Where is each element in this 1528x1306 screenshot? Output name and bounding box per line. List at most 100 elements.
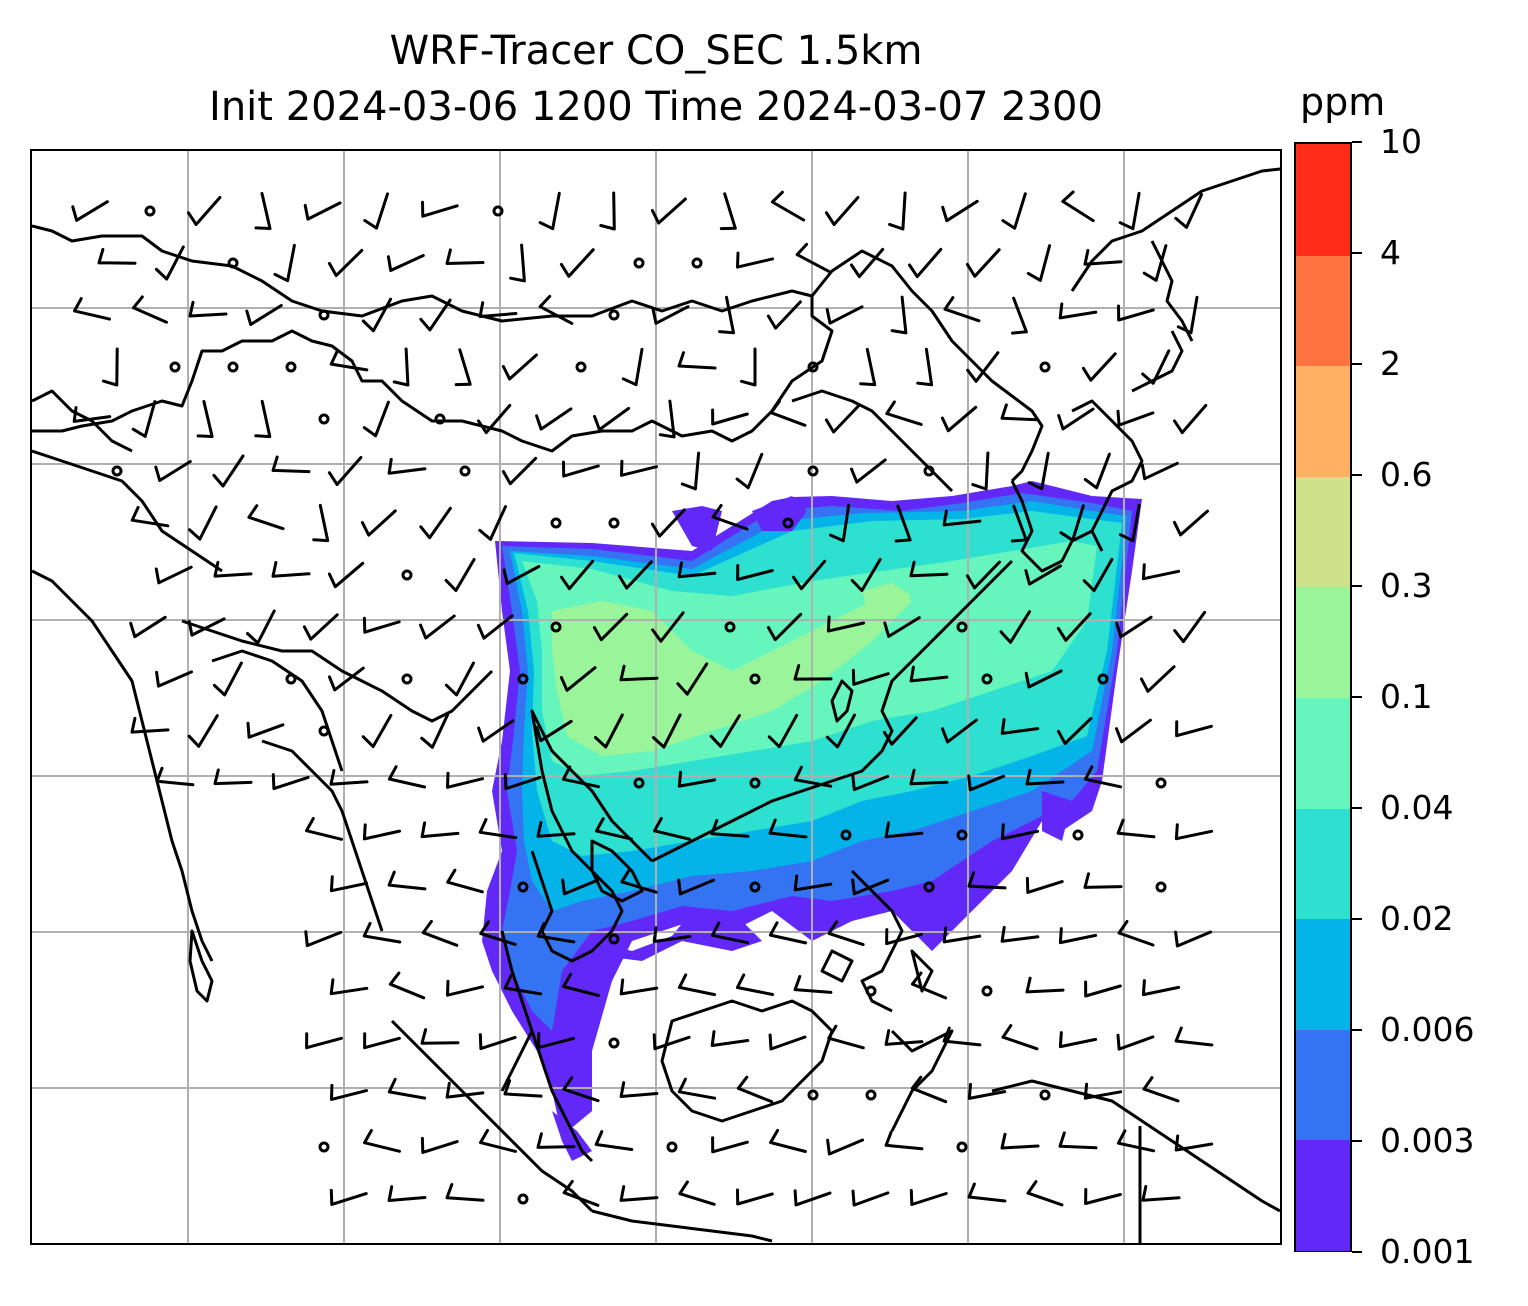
wind-barb	[1081, 352, 1117, 382]
wind-barb	[942, 926, 982, 944]
colorbar-segment	[1296, 807, 1350, 920]
wind-barb	[71, 200, 109, 222]
wind-barb	[1001, 192, 1027, 230]
wind-barb	[825, 305, 864, 325]
wind-barb	[562, 1179, 600, 1207]
wind-barb	[327, 248, 364, 278]
calm-wind-marker	[169, 361, 181, 373]
calm-wind-marker	[144, 205, 156, 217]
wind-barb	[503, 973, 543, 996]
colorbar-tick-label: 0.001	[1380, 1232, 1475, 1271]
wind-barb	[793, 1189, 832, 1207]
wind-barb	[1025, 976, 1065, 994]
wind-barb	[677, 878, 716, 896]
colorbar-tick	[1352, 1029, 1362, 1031]
wind-barb	[538, 294, 574, 325]
wind-barb	[254, 192, 272, 230]
wind-barb	[617, 560, 653, 590]
wind-barb	[130, 505, 170, 528]
wind-barb	[1024, 564, 1062, 586]
calm-wind-marker	[401, 673, 413, 685]
wind-barb	[446, 868, 484, 894]
wind-barb	[479, 1128, 517, 1153]
calm-wind-marker	[633, 777, 645, 789]
calm-wind-marker	[956, 1141, 968, 1153]
wind-barb	[561, 878, 600, 896]
wind-barb	[859, 347, 877, 387]
calm-wind-marker	[111, 465, 123, 477]
wind-barb	[709, 714, 741, 748]
calm-wind-marker	[1155, 881, 1167, 893]
wind-barb	[767, 713, 799, 749]
wind-barb	[942, 509, 982, 527]
wind-barb	[420, 1028, 460, 1045]
wind-barb	[419, 506, 452, 540]
colorbar-tick	[1352, 252, 1362, 254]
wind-barb	[363, 192, 389, 230]
wind-barb	[420, 713, 450, 749]
wind-barb	[213, 768, 253, 786]
wind-barb	[824, 404, 860, 434]
wind-barb	[883, 616, 921, 638]
colorbar	[1294, 142, 1352, 1252]
wind-barb	[1140, 461, 1179, 481]
wind-barb	[1057, 407, 1095, 431]
calm-wind-marker	[749, 881, 761, 893]
wind-barb	[652, 926, 692, 943]
wind-barb	[305, 1032, 343, 1050]
wind-barb	[769, 399, 807, 427]
calm-wind-marker	[608, 309, 620, 321]
wind-barb	[826, 1138, 865, 1156]
wind-barb	[444, 558, 476, 592]
wind-barb	[188, 505, 218, 541]
wind-barb	[304, 930, 343, 948]
wind-barb	[882, 716, 918, 746]
wind-barb	[1000, 925, 1040, 943]
calm-wind-marker	[807, 1089, 819, 1101]
wind-barb	[592, 612, 629, 642]
wind-barb	[1174, 193, 1203, 229]
wind-barb	[154, 460, 192, 482]
colorbar-segment	[1296, 697, 1350, 809]
calm-wind-marker	[575, 361, 587, 373]
wind-barb	[677, 561, 717, 579]
wind-barb	[329, 978, 369, 996]
wind-barb	[850, 458, 887, 484]
wind-barb	[1173, 610, 1207, 644]
wind-barb	[884, 821, 924, 839]
colorbar-tick-label: 0.3	[1380, 566, 1433, 605]
calm-wind-marker	[666, 1141, 678, 1153]
wind-barb	[1061, 190, 1095, 223]
wind-barb	[711, 408, 749, 426]
wind-barb	[1083, 872, 1123, 889]
wind-barb	[477, 719, 515, 743]
wind-barb	[619, 664, 659, 682]
wind-barb	[129, 615, 167, 639]
wind-barb	[1083, 452, 1111, 490]
wind-barb	[420, 821, 460, 839]
wind-barb	[478, 1033, 517, 1051]
wind-barbs	[71, 190, 1214, 1207]
colorbar-tick	[1352, 696, 1362, 698]
colorbar-tick-label: 0.006	[1380, 1010, 1475, 1049]
wind-barb	[1025, 876, 1064, 894]
wind-barb	[328, 666, 365, 692]
wind-barb	[1141, 1185, 1181, 1202]
wind-barb	[246, 721, 285, 739]
wind-barb	[965, 248, 1001, 278]
wind-barb	[1173, 403, 1208, 435]
colorbar-tick	[1352, 1140, 1362, 1142]
wind-barb	[736, 564, 774, 581]
wind-barb	[362, 616, 401, 634]
wind-barb	[419, 298, 452, 332]
wind-barb	[650, 197, 687, 225]
wind-barb	[736, 1075, 774, 1104]
colorbar-segment	[1296, 365, 1350, 477]
wind-barb	[303, 201, 342, 221]
map-canvas	[32, 151, 1280, 1243]
co-tracer-plume	[482, 481, 1142, 1161]
wind-barb	[130, 716, 170, 734]
colorbar-tick-label: 0.6	[1380, 455, 1433, 494]
wind-barb	[735, 973, 775, 996]
wind-barb	[446, 771, 484, 789]
